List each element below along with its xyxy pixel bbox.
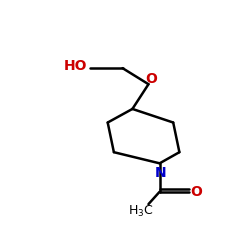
Text: O: O <box>145 72 157 86</box>
Text: HO: HO <box>64 59 87 73</box>
Text: H$_3$C: H$_3$C <box>128 204 154 219</box>
Text: N: N <box>155 166 167 180</box>
Text: O: O <box>190 185 202 199</box>
